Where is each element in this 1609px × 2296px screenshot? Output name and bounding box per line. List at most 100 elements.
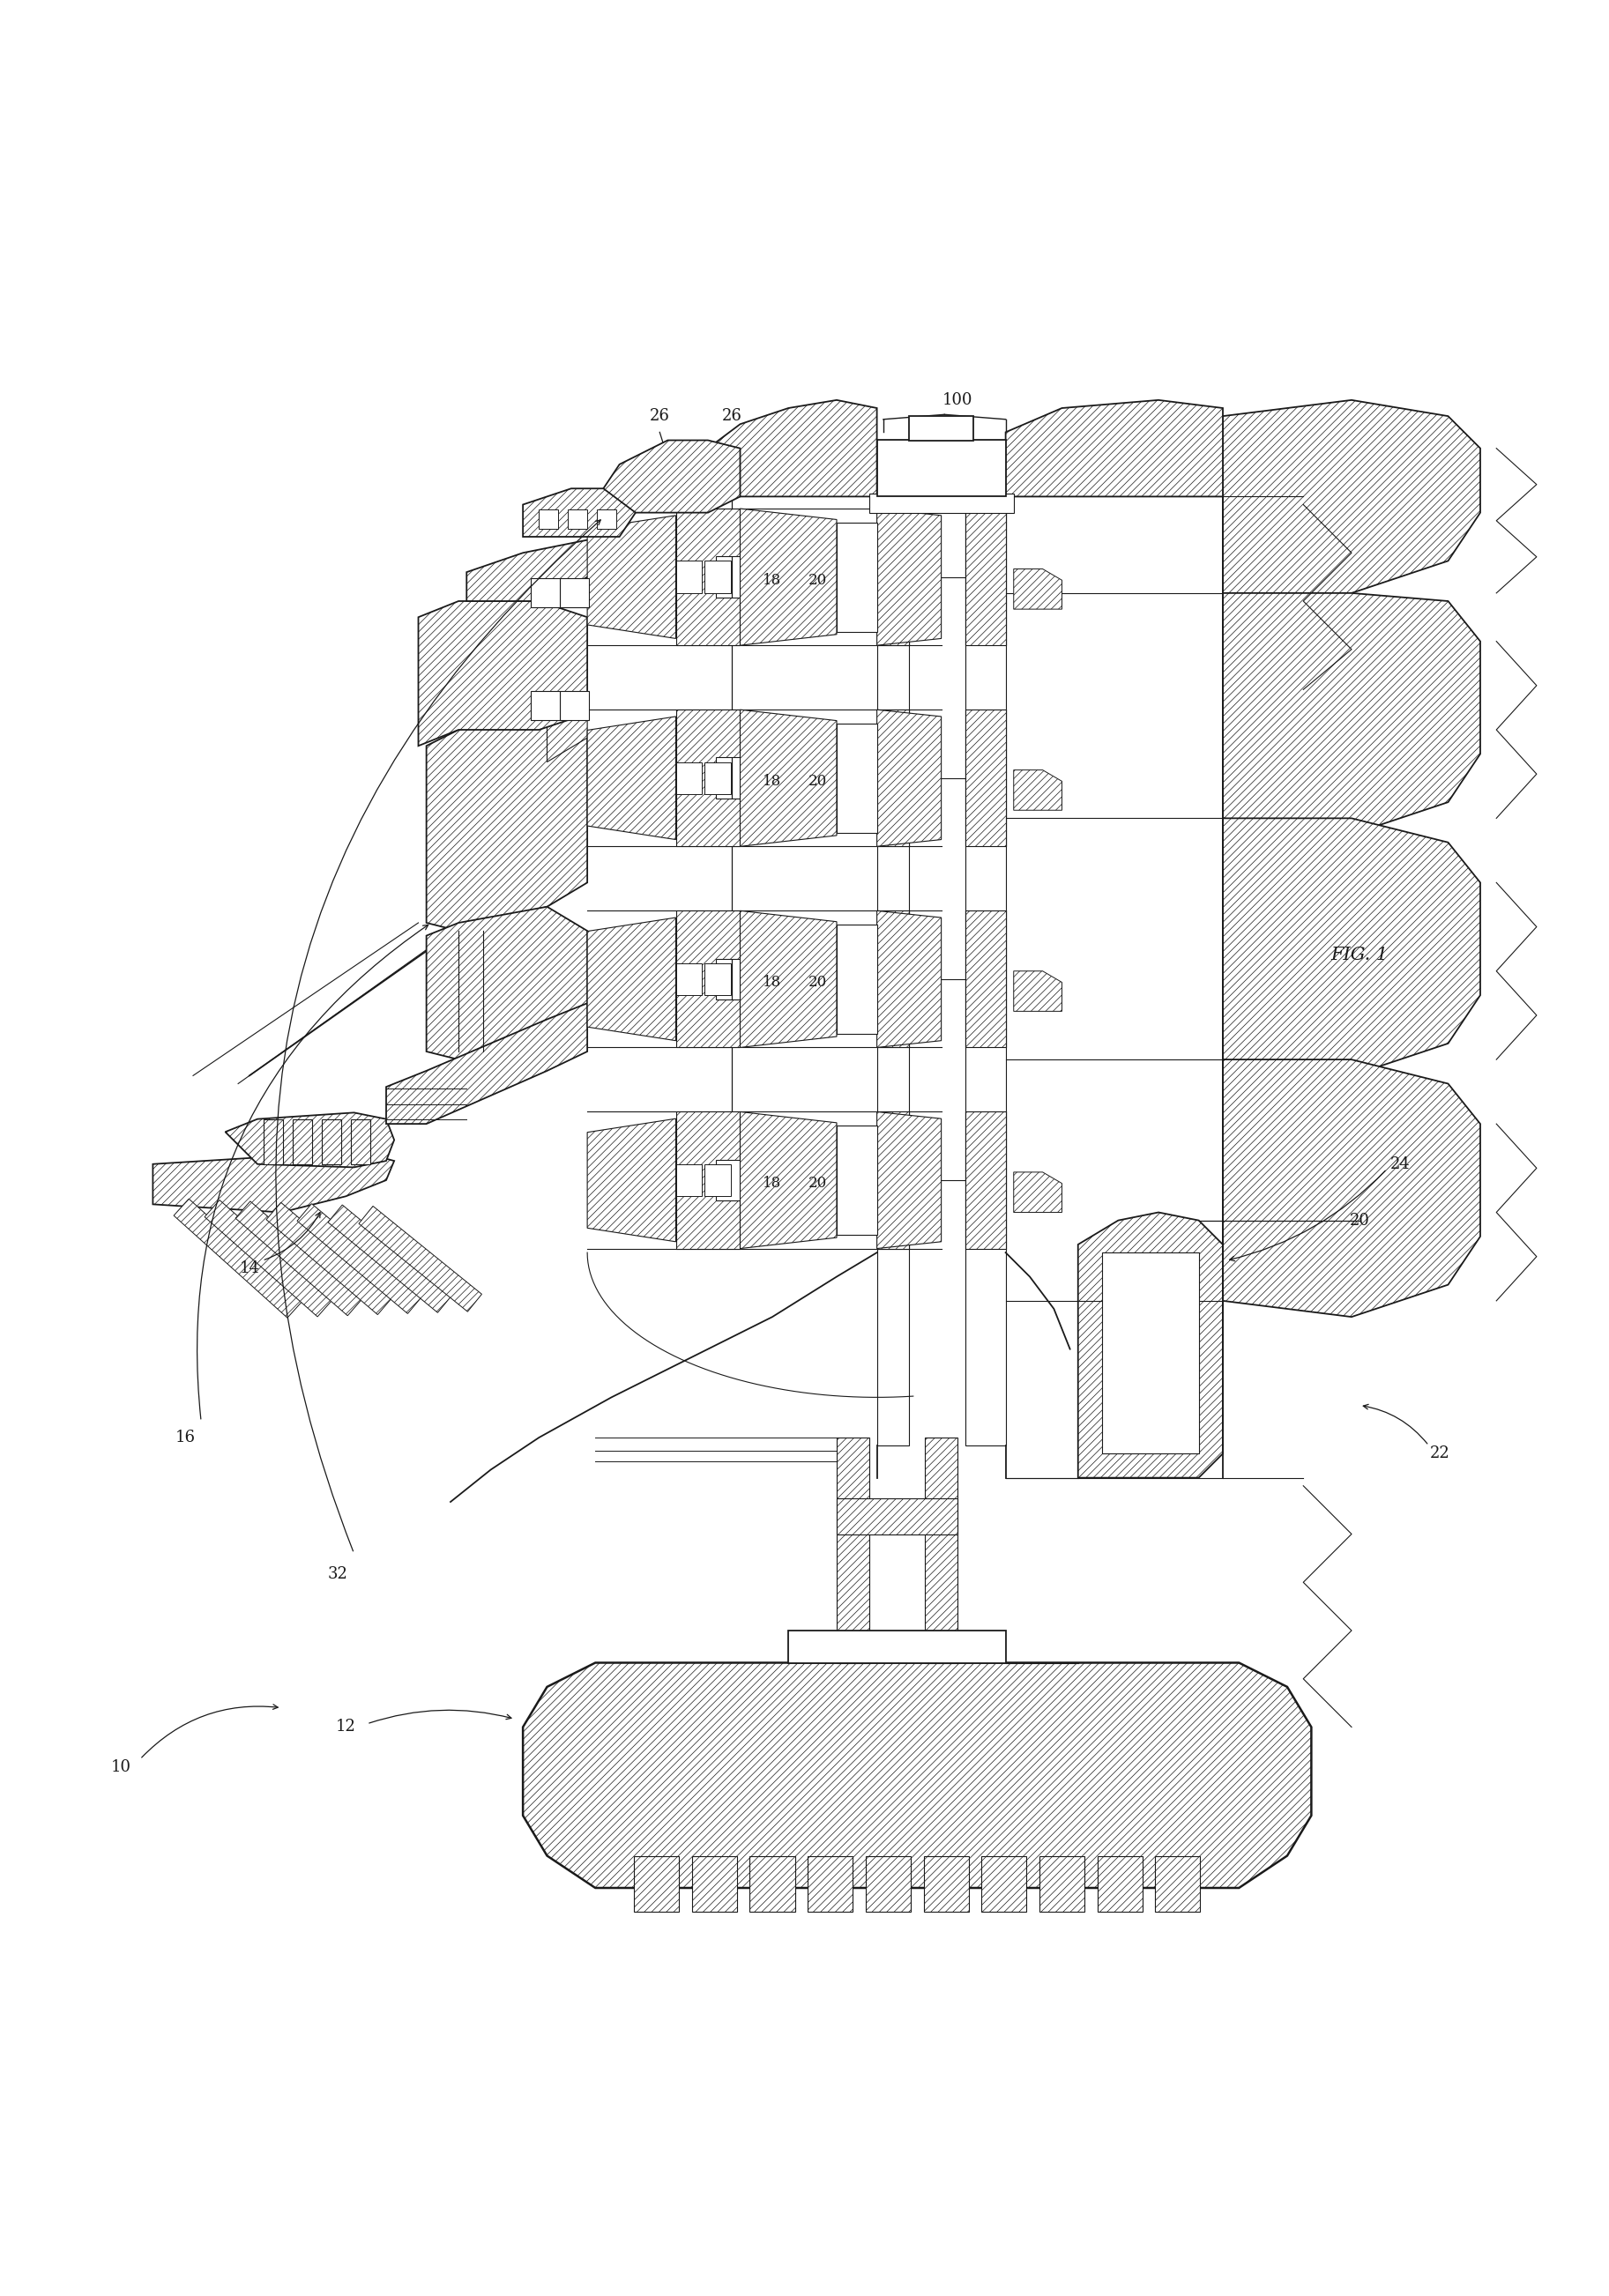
Polygon shape: [1223, 817, 1480, 1075]
Bar: [264, 1118, 283, 1164]
Bar: [705, 560, 730, 592]
Polygon shape: [587, 716, 676, 840]
Text: 10: 10: [111, 1759, 130, 1775]
Polygon shape: [676, 510, 740, 645]
Bar: [877, 510, 909, 645]
Polygon shape: [692, 1855, 737, 1913]
Bar: [877, 448, 909, 1446]
Polygon shape: [740, 1111, 837, 1249]
Polygon shape: [1014, 971, 1062, 1010]
Polygon shape: [467, 512, 708, 602]
Polygon shape: [877, 709, 941, 847]
Text: 20: 20: [808, 1176, 827, 1192]
Polygon shape: [386, 1003, 587, 1123]
Polygon shape: [587, 918, 676, 1040]
Bar: [597, 510, 616, 528]
Polygon shape: [866, 1855, 911, 1913]
Polygon shape: [750, 1855, 795, 1913]
Bar: [676, 762, 702, 794]
Text: 18: 18: [763, 572, 782, 588]
Bar: [925, 1437, 957, 1662]
Text: 18: 18: [763, 976, 782, 990]
Polygon shape: [676, 912, 740, 1047]
Bar: [705, 962, 730, 994]
Polygon shape: [837, 723, 877, 833]
Polygon shape: [1014, 769, 1062, 810]
Text: 18: 18: [763, 774, 782, 790]
Bar: [531, 579, 560, 608]
Polygon shape: [981, 1855, 1027, 1913]
Polygon shape: [740, 709, 837, 847]
Text: 100: 100: [943, 393, 972, 409]
Polygon shape: [1039, 1855, 1084, 1913]
Polygon shape: [235, 1201, 362, 1316]
Polygon shape: [1006, 400, 1223, 496]
Bar: [788, 1630, 1006, 1662]
Polygon shape: [877, 510, 941, 645]
Polygon shape: [523, 489, 636, 537]
Bar: [837, 1437, 869, 1662]
Polygon shape: [1223, 1058, 1480, 1318]
Text: 14: 14: [240, 1261, 259, 1277]
Polygon shape: [426, 714, 587, 930]
Bar: [705, 1164, 730, 1196]
Polygon shape: [877, 912, 941, 1047]
Bar: [837, 1499, 957, 1534]
Text: 32: 32: [328, 1566, 348, 1582]
Text: 20: 20: [808, 572, 827, 588]
Text: 20: 20: [1350, 1212, 1369, 1228]
Polygon shape: [676, 709, 740, 847]
Bar: [965, 912, 1006, 1047]
Text: 24: 24: [1390, 1157, 1409, 1171]
Polygon shape: [359, 1205, 481, 1311]
Text: 20: 20: [808, 976, 827, 990]
Polygon shape: [740, 912, 837, 1047]
Polygon shape: [1155, 1855, 1200, 1913]
Bar: [560, 579, 589, 608]
Bar: [965, 510, 1006, 645]
Bar: [965, 1111, 1006, 1249]
Bar: [293, 1118, 312, 1164]
Bar: [877, 441, 1006, 496]
Polygon shape: [174, 1199, 302, 1318]
Bar: [531, 691, 560, 721]
Text: 20: 20: [808, 774, 827, 790]
Polygon shape: [298, 1203, 422, 1313]
Polygon shape: [267, 1203, 393, 1316]
Polygon shape: [587, 1118, 676, 1242]
Bar: [869, 494, 1014, 512]
Polygon shape: [225, 1114, 394, 1166]
Polygon shape: [523, 1662, 1311, 1887]
Polygon shape: [837, 1125, 877, 1235]
Polygon shape: [204, 1201, 333, 1316]
Polygon shape: [837, 925, 877, 1033]
Polygon shape: [547, 714, 587, 762]
Polygon shape: [587, 514, 676, 638]
Bar: [877, 709, 909, 847]
Bar: [705, 762, 730, 794]
Bar: [1102, 1254, 1199, 1453]
Polygon shape: [837, 521, 877, 631]
Polygon shape: [1097, 1855, 1142, 1913]
Polygon shape: [676, 1111, 740, 1249]
Bar: [568, 510, 587, 528]
Bar: [560, 691, 589, 721]
Bar: [676, 560, 702, 592]
Bar: [909, 416, 973, 441]
Polygon shape: [808, 1855, 853, 1913]
Polygon shape: [740, 510, 837, 645]
Polygon shape: [1014, 569, 1062, 608]
Polygon shape: [1223, 400, 1480, 592]
Polygon shape: [426, 907, 587, 1058]
Polygon shape: [1223, 592, 1480, 833]
Polygon shape: [603, 441, 740, 512]
Polygon shape: [328, 1205, 452, 1313]
Bar: [539, 510, 558, 528]
Polygon shape: [1078, 1212, 1223, 1479]
Text: FIG. 1: FIG. 1: [1331, 946, 1389, 964]
Polygon shape: [153, 1148, 394, 1212]
Polygon shape: [418, 602, 587, 746]
Bar: [877, 1111, 909, 1249]
Polygon shape: [708, 400, 877, 496]
Text: 22: 22: [1430, 1446, 1450, 1463]
